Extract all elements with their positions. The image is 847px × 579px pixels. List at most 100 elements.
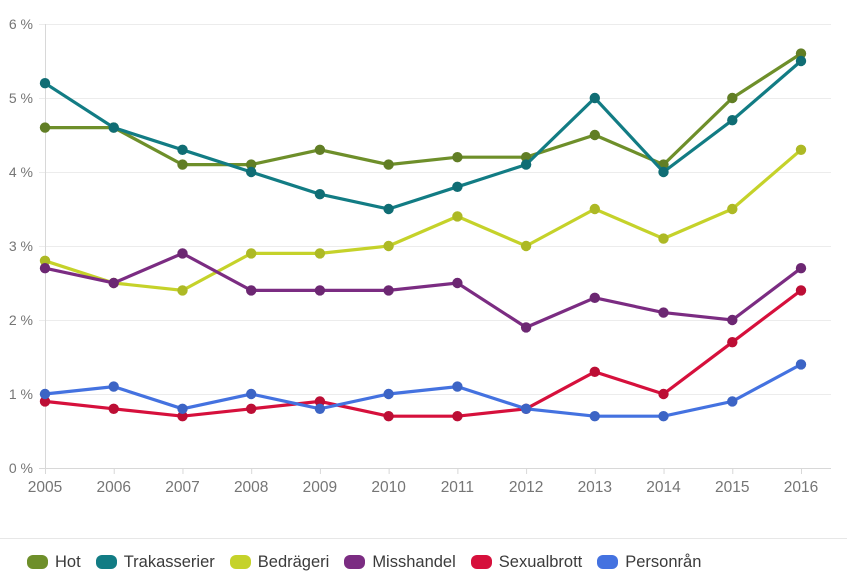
data-point-bedrageri-2016[interactable] bbox=[795, 144, 807, 155]
data-point-hot-2005[interactable] bbox=[39, 122, 51, 133]
data-point-sexualbrott-2015[interactable] bbox=[727, 337, 738, 348]
data-point-sexualbrott-2016[interactable] bbox=[795, 285, 807, 296]
data-point-personran-2005[interactable] bbox=[39, 388, 51, 400]
data-point-trakasserier-2012[interactable] bbox=[520, 159, 532, 170]
x-axis-label-2008: 2008 bbox=[234, 479, 268, 496]
data-point-personran-2015[interactable] bbox=[727, 396, 738, 407]
data-point-hot-2007[interactable] bbox=[177, 159, 188, 170]
y-axis-label-4: 4 % bbox=[9, 164, 33, 180]
data-point-misshandel-2015[interactable] bbox=[727, 314, 738, 326]
data-point-personran-2006[interactable] bbox=[108, 381, 119, 392]
data-point-trakasserier-2006[interactable] bbox=[108, 122, 119, 133]
data-point-trakasserier-2007[interactable] bbox=[177, 144, 188, 155]
data-point-sexualbrott-2009[interactable] bbox=[314, 396, 326, 407]
data-point-trakasserier-2015[interactable] bbox=[727, 115, 738, 126]
data-point-sexualbrott-2010[interactable] bbox=[383, 411, 394, 422]
data-point-bedrageri-2009[interactable] bbox=[314, 248, 326, 259]
x-axis-label-2005: 2005 bbox=[28, 479, 62, 496]
data-point-bedrageri-2005[interactable] bbox=[39, 255, 51, 266]
data-point-misshandel-2006[interactable] bbox=[108, 277, 119, 289]
data-point-trakasserier-2014[interactable] bbox=[658, 166, 669, 178]
legend-marker-misshandel bbox=[344, 555, 366, 569]
data-point-hot-2012[interactable] bbox=[520, 152, 532, 163]
series-line-trakasserier bbox=[44, 59, 803, 211]
series-line-sexualbrott bbox=[44, 289, 802, 418]
data-point-misshandel-2009[interactable] bbox=[314, 285, 326, 296]
data-point-sexualbrott-2013[interactable] bbox=[589, 366, 600, 377]
data-point-personran-2014[interactable] bbox=[658, 411, 669, 422]
data-point-misshandel-2010[interactable] bbox=[383, 285, 394, 296]
data-point-bedrageri-2010[interactable] bbox=[383, 240, 394, 252]
legend-label-personran: Personrån bbox=[625, 553, 702, 571]
legend-item-hot[interactable]: Hot bbox=[27, 551, 81, 573]
data-point-sexualbrott-2005[interactable] bbox=[39, 396, 51, 407]
legend-item-personran[interactable]: Personrån bbox=[597, 551, 701, 573]
legend-label-misshandel: Misshandel bbox=[372, 553, 456, 571]
y-axis-label-5: 5 % bbox=[9, 90, 33, 106]
data-point-personran-2012[interactable] bbox=[520, 403, 532, 414]
data-point-sexualbrott-2008[interactable] bbox=[246, 403, 257, 414]
legend-item-bedrageri[interactable]: Bedrägeri bbox=[229, 551, 330, 573]
data-point-personran-2008[interactable] bbox=[246, 388, 257, 400]
data-point-hot-2008[interactable] bbox=[246, 159, 257, 170]
data-point-personran-2016[interactable] bbox=[795, 359, 807, 370]
legend-marker-sexualbrott bbox=[470, 555, 492, 569]
data-point-bedrageri-2008[interactable] bbox=[246, 248, 257, 259]
data-point-trakasserier-2013[interactable] bbox=[589, 92, 600, 104]
legend-item-misshandel[interactable]: Misshandel bbox=[344, 551, 456, 573]
x-axis-label-2015: 2015 bbox=[715, 479, 749, 496]
data-point-trakasserier-2016[interactable] bbox=[795, 55, 807, 67]
legend-marker-bedrageri bbox=[229, 555, 251, 569]
x-axis-label-2016: 2016 bbox=[784, 479, 818, 496]
data-point-trakasserier-2011[interactable] bbox=[452, 181, 463, 192]
data-point-misshandel-2016[interactable] bbox=[795, 263, 807, 274]
legend-item-sexualbrott[interactable]: Sexualbrott bbox=[470, 551, 583, 573]
data-point-misshandel-2008[interactable] bbox=[246, 285, 257, 296]
data-point-misshandel-2011[interactable] bbox=[452, 277, 463, 289]
data-point-trakasserier-2008[interactable] bbox=[246, 166, 257, 178]
data-point-trakasserier-2009[interactable] bbox=[314, 189, 326, 200]
series-line-misshandel bbox=[44, 251, 802, 330]
legend: Hot Trakasserier Bedrägeri Misshandel Sexual… bbox=[0, 551, 847, 573]
legend-marker-trakasserier bbox=[95, 555, 117, 569]
data-point-trakasserier-2010[interactable] bbox=[383, 203, 394, 215]
data-point-bedrageri-2013[interactable] bbox=[589, 203, 600, 215]
series-line-personran bbox=[44, 362, 802, 418]
data-point-personran-2013[interactable] bbox=[589, 411, 600, 422]
data-point-hot-2016[interactable] bbox=[795, 48, 807, 59]
data-point-personran-2011[interactable] bbox=[452, 381, 463, 392]
data-point-misshandel-2007[interactable] bbox=[177, 248, 188, 259]
data-point-hot-2010[interactable] bbox=[383, 159, 394, 170]
data-point-misshandel-2014[interactable] bbox=[658, 307, 669, 318]
data-point-misshandel-2005[interactable] bbox=[39, 263, 51, 274]
data-point-misshandel-2013[interactable] bbox=[589, 292, 600, 303]
legend-item-trakasserier[interactable]: Trakasserier bbox=[95, 551, 215, 573]
data-point-personran-2009[interactable] bbox=[314, 403, 326, 414]
legend-marker-hot bbox=[27, 555, 48, 569]
y-axis-label-0: 0 % bbox=[9, 460, 33, 476]
data-point-hot-2009[interactable] bbox=[314, 144, 326, 155]
data-point-bedrageri-2012[interactable] bbox=[520, 240, 532, 252]
data-point-bedrageri-2014[interactable] bbox=[658, 233, 669, 244]
data-point-bedrageri-2015[interactable] bbox=[727, 203, 738, 215]
data-point-bedrageri-2007[interactable] bbox=[177, 285, 188, 296]
data-point-sexualbrott-2007[interactable] bbox=[177, 411, 188, 422]
data-point-sexualbrott-2011[interactable] bbox=[452, 411, 463, 422]
legend-label-bedrageri: Bedrägeri bbox=[257, 553, 330, 571]
data-point-bedrageri-2011[interactable] bbox=[452, 211, 463, 222]
data-point-sexualbrott-2014[interactable] bbox=[658, 388, 669, 400]
data-point-misshandel-2012[interactable] bbox=[520, 322, 532, 333]
legend-label-sexualbrott: Sexualbrott bbox=[498, 553, 583, 571]
data-point-hot-2011[interactable] bbox=[452, 152, 463, 163]
series-line-bedrageri bbox=[44, 148, 803, 293]
x-axis-label-2011: 2011 bbox=[441, 479, 474, 496]
data-point-personran-2010[interactable] bbox=[383, 388, 394, 400]
x-axis-label-2009: 2009 bbox=[303, 479, 337, 496]
data-point-hot-2015[interactable] bbox=[727, 92, 738, 104]
data-point-sexualbrott-2006[interactable] bbox=[108, 403, 119, 414]
x-axis-label-2010: 2010 bbox=[371, 479, 406, 496]
data-point-trakasserier-2005[interactable] bbox=[39, 78, 51, 89]
data-point-hot-2013[interactable] bbox=[589, 129, 600, 141]
data-point-personran-2007[interactable] bbox=[177, 403, 188, 414]
